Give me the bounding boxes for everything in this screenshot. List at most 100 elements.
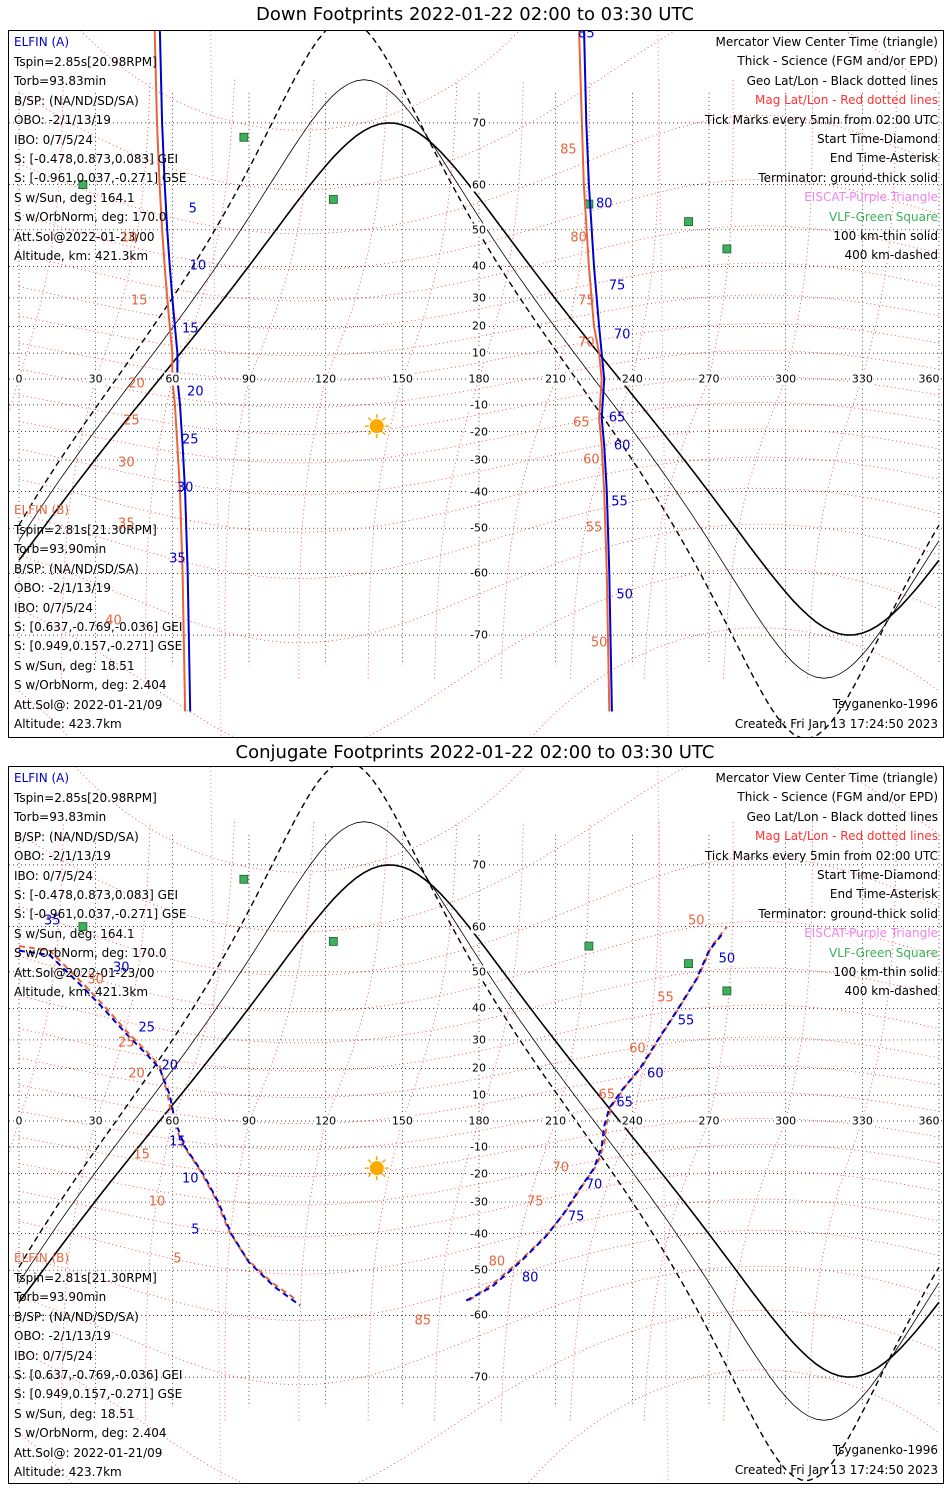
- mag-lat-line: [18, 1004, 940, 1072]
- elfin-b-tick-label: 20: [128, 376, 145, 392]
- lon-tick-label: 330: [850, 372, 874, 386]
- sun-ray: [367, 431, 372, 436]
- elfin-b-tick-label: 65: [598, 1087, 616, 1103]
- lon-tick-label: 30: [87, 1114, 104, 1128]
- lon-tick-label: 300: [774, 1114, 798, 1128]
- legend-item: Mercator View Center Time (triangle): [715, 35, 938, 49]
- elfin-b-track: [18, 945, 299, 1302]
- info-line: S w/Sun, deg: 18.51: [14, 658, 135, 673]
- mag-lat-line: [18, 1092, 940, 1150]
- mag-lat-line: [18, 1265, 940, 1386]
- elfin-b-tick-label: 5: [173, 1251, 182, 1266]
- elfin-a-tick-label: 65: [616, 1095, 633, 1111]
- legend-item: Start Time-Diamond: [816, 132, 938, 146]
- legend-item: Terminator: ground-thick solid: [758, 906, 938, 921]
- lon-tick-label: 150: [390, 372, 414, 386]
- info-line: OBO: -2/1/13/19: [14, 113, 111, 128]
- lat-tick-label: -70: [469, 1370, 489, 1384]
- created-label: Created: Fri Jan 13 17:24:50 2023: [734, 717, 938, 731]
- legend-item: Tick Marks every 5min from 02:00 UTC: [704, 112, 938, 127]
- info-line: Altitude: 423.7km: [14, 717, 122, 731]
- lat-tick-label: -50: [469, 1263, 489, 1277]
- lon-tick-label: 300: [774, 372, 798, 386]
- lat-tick-label: 40: [471, 259, 487, 273]
- sun-icon: [364, 414, 389, 439]
- eiscat-line: [210, 767, 222, 1483]
- info-line: Att.Sol@: 2022-01-21/09: [14, 697, 163, 712]
- legend-item: 400 km-dashed: [844, 248, 938, 263]
- vlf-square: [239, 874, 249, 884]
- lon-tick-label: 270: [697, 1114, 721, 1128]
- sun-ray: [381, 431, 386, 436]
- info-line: S: [0.637,-0.769,-0.036] GEI: [14, 620, 183, 634]
- legend-item: End Time-Asterisk: [829, 151, 938, 166]
- conjugate-footprints-panel: ELFIN (A) Tspin=2.85s[20.98RPM] Torb=93.8…: [8, 766, 944, 1484]
- elfin-b-tick-label: 55: [657, 990, 674, 1006]
- elfin-a-track: [465, 931, 726, 1302]
- elfin-a-tick-label: 20: [161, 1058, 179, 1074]
- info-line: Torb=93.90min: [14, 542, 107, 557]
- legend-item: Mag Lat/Lon - Red dotted lines: [754, 93, 938, 108]
- sun-disc: [369, 419, 384, 434]
- lat-tick-label: -30: [469, 1195, 489, 1209]
- elfin-b-tick-label: 10: [148, 1194, 166, 1210]
- elfin-b-tick-label: 60: [629, 1041, 646, 1057]
- elfin-b-tick-label: 65: [572, 415, 590, 431]
- elfin-a-tick-label: 75: [567, 1209, 585, 1225]
- elfin-b-tick-label: 70: [552, 1160, 570, 1176]
- elfin-a-tick-label: 70: [585, 1177, 603, 1193]
- vlf-square: [722, 986, 732, 996]
- legend-item: 100 km-thin solid: [833, 229, 938, 243]
- elfin-a-tick-label: 55: [677, 1013, 695, 1029]
- info-line: Tspin=2.81s[21.30RPM]: [14, 523, 157, 537]
- info-line: Tspin=2.85s[20.98RPM]: [14, 55, 157, 69]
- info-line: Altitude, km: 421.3km: [14, 249, 149, 263]
- sun-ray: [381, 1173, 386, 1178]
- lat-tick-label: 20: [471, 1061, 487, 1075]
- info-line: B/SP: (NA/ND/SD/SA): [14, 561, 139, 576]
- legend-item: EISCAT-Purple Triangle: [804, 190, 938, 205]
- info-line: IBO: 0/7/5/24: [14, 868, 93, 883]
- legend-item: Geo Lat/Lon - Black dotted lines: [746, 809, 938, 824]
- elfin-a-tick-label: 60: [613, 438, 631, 454]
- mag-lat-line: [18, 1065, 940, 1125]
- elfin-b-tick-label: 25: [118, 1035, 135, 1051]
- legend-item: Tick Marks every 5min from 02:00 UTC: [704, 848, 938, 863]
- info-line: S w/Sun, deg: 164.1: [14, 190, 135, 205]
- terminator-100km-line: [18, 79, 940, 679]
- elfin-b-tick-label: 10: [120, 230, 138, 246]
- mag-lat-line: [18, 456, 940, 533]
- elfin-b-tick-label: 70: [578, 335, 595, 351]
- info-line: S: [0.637,-0.769,-0.036] GEI: [14, 1368, 183, 1382]
- elfin-b-track: [578, 31, 611, 712]
- elfin-a-track: [583, 31, 613, 712]
- vlf-square: [328, 937, 338, 946]
- elfin-a-tick-label: 30: [176, 480, 194, 496]
- lat-tick-label: -40: [469, 485, 489, 499]
- elfin-b-tick-label: 30: [118, 455, 135, 471]
- sun-icon: [364, 1156, 389, 1181]
- eiscat-line: [657, 767, 669, 1483]
- legend-item: EISCAT-Purple Triangle: [804, 926, 938, 941]
- info-line: Tspin=2.85s[20.98RPM]: [14, 791, 157, 805]
- vlf-square: [584, 941, 594, 951]
- elfin-b-tick-label: 75: [526, 1194, 544, 1210]
- lon-tick-label: 60: [164, 372, 181, 386]
- legend-item: Geo Lat/Lon - Black dotted lines: [746, 73, 938, 88]
- info-line: IBO: 0/7/5/24: [14, 1348, 93, 1363]
- elfin-b-tick-label: 15: [130, 293, 148, 309]
- info-line: IBO: 0/7/5/24: [14, 132, 93, 147]
- mag-lat-line: [18, 350, 940, 408]
- elfin-a-tick-label: 15: [169, 1134, 186, 1150]
- info-line: OBO: -2/1/13/19: [14, 581, 111, 596]
- info-line: S: [-0.961,0.037,-0.271] GSE: [14, 171, 187, 186]
- lat-tick-label: -10: [469, 1140, 489, 1154]
- elfin-b-tick-label: 85: [414, 1313, 432, 1329]
- elfin-a-track: [158, 31, 192, 712]
- info-line: Torb=93.90min: [14, 1290, 107, 1305]
- elfin-a-tick-label: 30: [112, 960, 130, 976]
- info-line: S: [0.949,0.157,-0.271] GSE: [14, 1387, 183, 1402]
- mag-lat-line: [18, 262, 940, 330]
- model-label: Tsyganenko-1996: [832, 1443, 938, 1457]
- lon-tick-label: 120: [314, 372, 338, 386]
